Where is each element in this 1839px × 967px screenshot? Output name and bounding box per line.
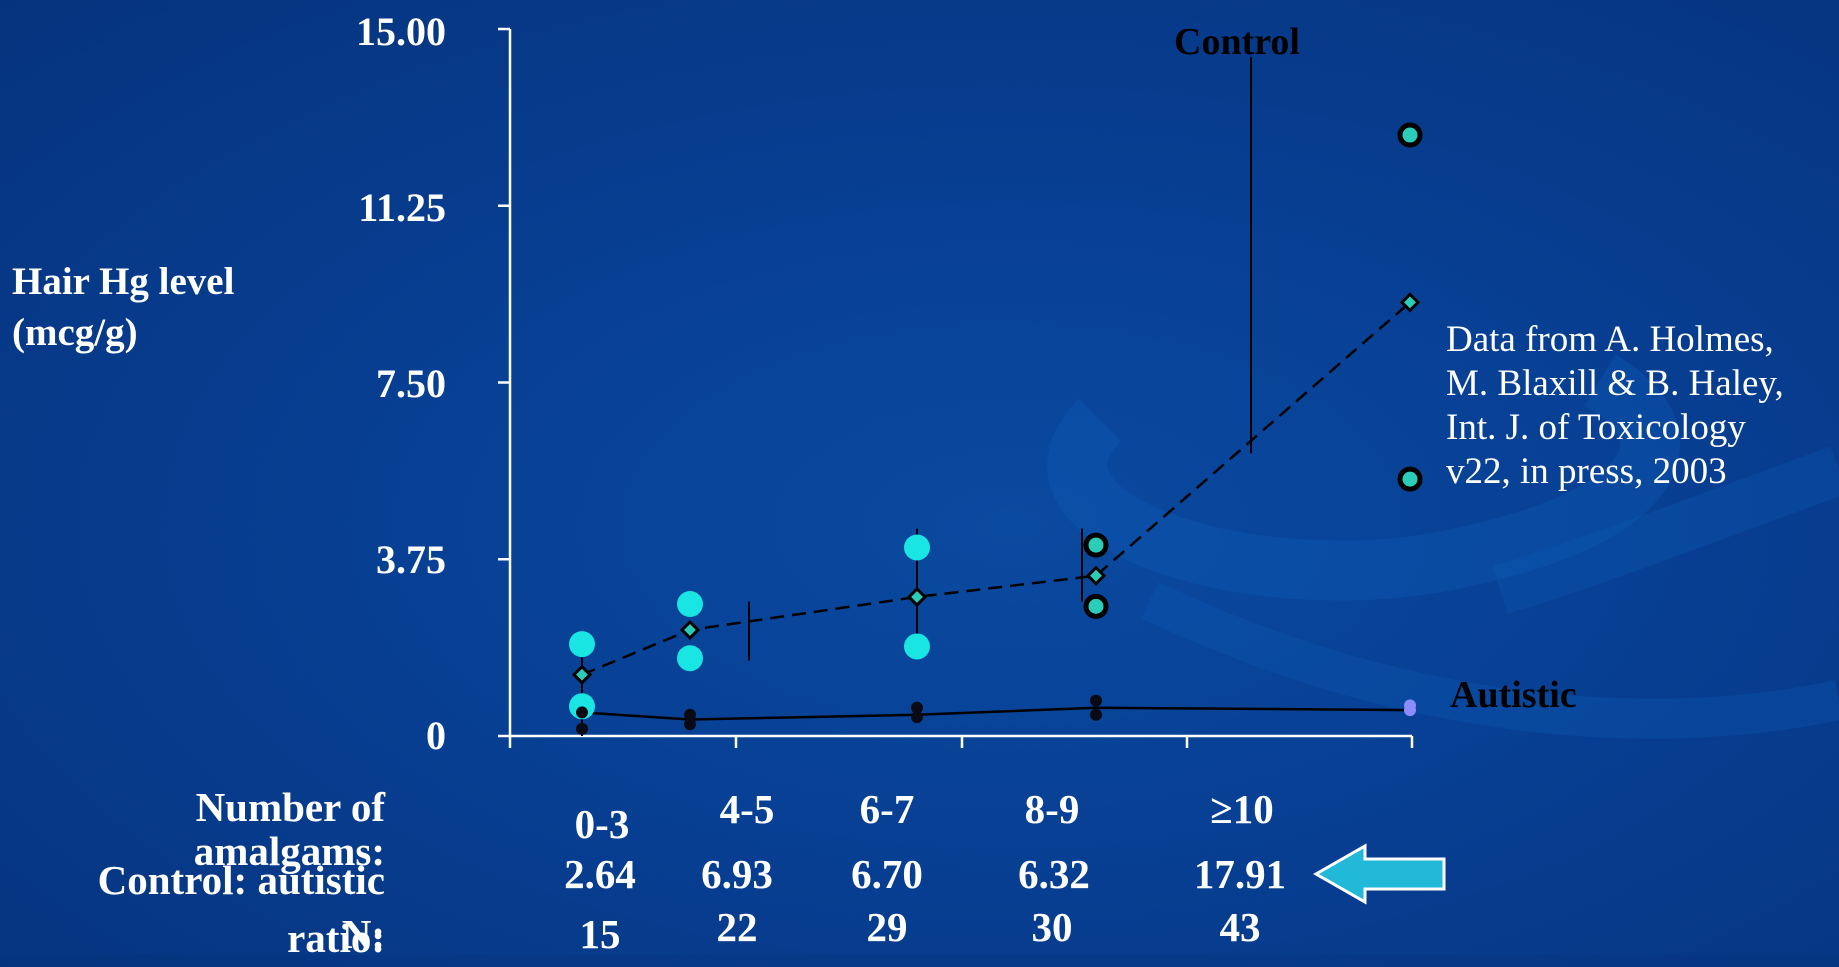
y-tick-label: 3.75	[376, 537, 446, 582]
autistic-point	[1404, 704, 1416, 717]
amalgam-category: 8-9	[1024, 786, 1080, 832]
y-tick-label: 11.25	[358, 185, 446, 230]
control-point	[904, 633, 930, 660]
source-note: Data from A. Holmes, M. Blaxill & B. Hal…	[1446, 319, 1784, 492]
ratio-value: 17.91	[1193, 851, 1287, 897]
control-mean-marker	[1085, 565, 1107, 586]
control-point	[1397, 466, 1423, 492]
amalgam-category: 0-3	[574, 801, 630, 847]
autistic-point	[911, 701, 923, 714]
row-label-ratio: Control: autistic ratio:	[97, 857, 385, 961]
control-mean-marker	[906, 586, 928, 608]
n-value: 22	[716, 904, 758, 950]
control-point	[1083, 532, 1109, 558]
background-swirl	[1047, 354, 1680, 601]
autistic-point	[684, 718, 696, 731]
n-value: 43	[1219, 904, 1261, 950]
amalgam-category: 6-7	[859, 786, 915, 832]
control-point	[677, 591, 703, 618]
control-mean-marker	[1399, 292, 1421, 313]
autistic-point	[1090, 708, 1102, 721]
n-value: 29	[866, 904, 908, 950]
control-point	[904, 534, 930, 561]
control-point	[569, 693, 595, 720]
background-swirl	[1141, 581, 1839, 739]
ratio-value: 2.64	[564, 851, 636, 897]
control-point	[677, 645, 703, 672]
ratio-value: 6.93	[701, 851, 773, 897]
autistic-point	[684, 708, 696, 721]
autistic-label: Autistic	[1450, 674, 1577, 716]
amalgam-category: ≥10	[1210, 786, 1274, 832]
ratio-value: 6.70	[851, 851, 923, 897]
n-value: 15	[579, 911, 621, 957]
control-mean-marker	[679, 619, 701, 641]
y-axis-label: Hair Hg level (mcg/g)	[12, 260, 235, 354]
control-point	[1397, 122, 1423, 148]
control-mean-marker	[571, 664, 593, 685]
y-tick-label: 0	[426, 713, 446, 758]
n-value: 30	[1031, 904, 1073, 950]
control-label: Control	[1174, 21, 1300, 63]
row-label-amalgams: Number of amalgams:	[193, 784, 385, 874]
autistic-point	[576, 706, 588, 719]
y-tick-label: 7.50	[376, 361, 446, 406]
control-point	[569, 631, 595, 658]
highlight-arrow	[1312, 843, 1446, 905]
autistic-mean-line	[581, 706, 1411, 721]
ratio-value: 6.32	[1018, 851, 1090, 897]
row-label-n: N:	[341, 911, 385, 957]
control-point	[1083, 593, 1109, 619]
autistic-point	[576, 722, 588, 735]
autistic-point	[911, 711, 923, 724]
control-mean-line	[581, 301, 1411, 676]
autistic-point	[1090, 694, 1102, 707]
amalgam-category: 4-5	[719, 786, 775, 832]
background-swirl	[1492, 446, 1839, 614]
y-tick-label: 15.00	[356, 9, 446, 54]
